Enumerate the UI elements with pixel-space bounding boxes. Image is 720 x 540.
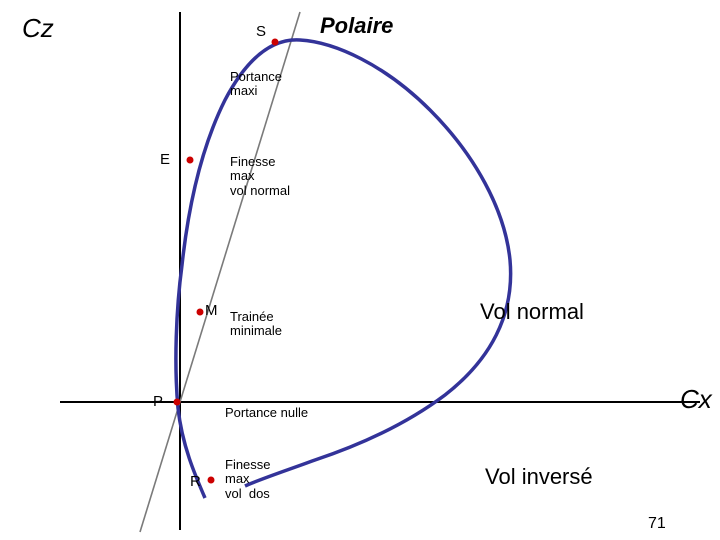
point-M-marker	[197, 309, 204, 316]
diagram-svg	[0, 0, 720, 540]
point-S-letter: S	[256, 24, 266, 41]
polar-diagram: { "title": "Polaire", "axes": { "x_label…	[0, 0, 720, 540]
point-M-letter: M	[205, 303, 218, 320]
region-inverse: Vol inversé	[485, 465, 593, 489]
point-P-marker	[174, 399, 181, 406]
point-R-letter: R	[190, 474, 201, 491]
point-M-desc: Trainée minimale	[230, 310, 282, 339]
point-R-desc: Finesse max vol dos	[225, 458, 271, 501]
x-axis-label: Cx	[680, 385, 712, 414]
point-E-desc: Finesse max vol normal	[230, 155, 290, 198]
point-E-letter: E	[160, 152, 170, 169]
diagram-title: Polaire	[320, 14, 393, 38]
point-S-marker	[272, 39, 279, 46]
point-E-marker	[187, 157, 194, 164]
point-P-letter: P	[153, 394, 163, 411]
region-normal: Vol normal	[480, 300, 584, 324]
point-S-desc: Portance maxi	[230, 70, 282, 99]
page-number: 71	[648, 515, 666, 533]
polar-curve	[176, 40, 511, 498]
point-R-marker	[208, 477, 215, 484]
point-P-desc: Portance nulle	[225, 406, 308, 420]
y-axis-label: Cz	[22, 14, 54, 43]
